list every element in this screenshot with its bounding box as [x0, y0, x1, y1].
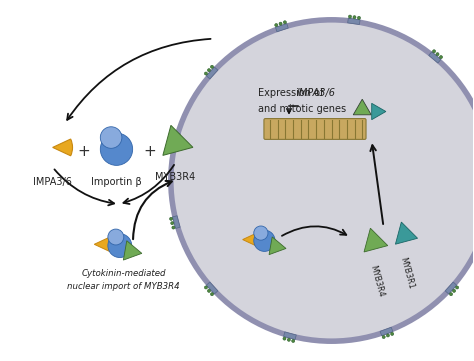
Polygon shape	[372, 103, 386, 120]
Polygon shape	[275, 23, 288, 32]
Circle shape	[348, 15, 352, 18]
Wedge shape	[53, 139, 73, 156]
Text: IMPA3/6: IMPA3/6	[33, 177, 72, 187]
Circle shape	[108, 229, 124, 245]
Circle shape	[171, 222, 174, 225]
Circle shape	[456, 286, 459, 289]
Text: MYB3R4: MYB3R4	[155, 172, 196, 182]
Wedge shape	[94, 237, 111, 252]
Polygon shape	[173, 132, 180, 145]
Polygon shape	[123, 241, 142, 260]
Circle shape	[204, 286, 208, 289]
Circle shape	[100, 133, 133, 165]
Circle shape	[287, 338, 291, 341]
Circle shape	[254, 226, 268, 240]
Circle shape	[353, 16, 356, 19]
Polygon shape	[429, 52, 441, 63]
FancyBboxPatch shape	[264, 118, 366, 139]
Text: IMPA3/6: IMPA3/6	[297, 88, 336, 98]
Circle shape	[254, 230, 275, 251]
Circle shape	[208, 289, 210, 292]
Text: Cytokinin-mediated: Cytokinin-mediated	[82, 269, 166, 278]
Circle shape	[292, 339, 295, 343]
Circle shape	[172, 226, 175, 229]
Circle shape	[108, 234, 132, 257]
Circle shape	[386, 334, 390, 337]
Polygon shape	[206, 67, 218, 79]
Circle shape	[357, 16, 361, 19]
Polygon shape	[163, 125, 193, 155]
Circle shape	[436, 53, 439, 56]
Circle shape	[449, 293, 453, 296]
Text: MYB3R4: MYB3R4	[368, 265, 385, 299]
Polygon shape	[353, 99, 371, 115]
Circle shape	[204, 72, 208, 75]
Circle shape	[208, 69, 210, 72]
Polygon shape	[445, 282, 456, 294]
Circle shape	[283, 337, 286, 340]
Circle shape	[170, 217, 173, 220]
Circle shape	[210, 293, 214, 296]
Polygon shape	[380, 327, 393, 336]
Text: and mitotic genes: and mitotic genes	[258, 104, 346, 114]
Text: +: +	[77, 144, 90, 159]
Text: +: +	[143, 144, 156, 159]
Polygon shape	[395, 222, 418, 244]
Polygon shape	[269, 237, 286, 255]
Circle shape	[283, 21, 286, 24]
Text: Importin β: Importin β	[91, 177, 142, 187]
Circle shape	[100, 127, 122, 148]
Circle shape	[171, 20, 474, 341]
Circle shape	[439, 56, 443, 58]
Polygon shape	[347, 18, 360, 25]
Circle shape	[171, 136, 174, 139]
Circle shape	[382, 335, 385, 339]
Text: MYB3R1: MYB3R1	[399, 256, 416, 290]
Text: nuclear import of MYB3R4: nuclear import of MYB3R4	[67, 282, 180, 291]
Circle shape	[432, 50, 436, 53]
Polygon shape	[173, 216, 180, 229]
Circle shape	[210, 65, 214, 68]
Circle shape	[453, 289, 456, 292]
Wedge shape	[243, 233, 258, 246]
Polygon shape	[283, 332, 296, 339]
Polygon shape	[364, 228, 388, 252]
Circle shape	[172, 132, 175, 135]
Circle shape	[391, 332, 394, 335]
Polygon shape	[206, 282, 218, 294]
Circle shape	[170, 141, 173, 144]
Circle shape	[275, 23, 278, 27]
Circle shape	[279, 22, 282, 25]
Text: Expression of: Expression of	[258, 88, 327, 98]
